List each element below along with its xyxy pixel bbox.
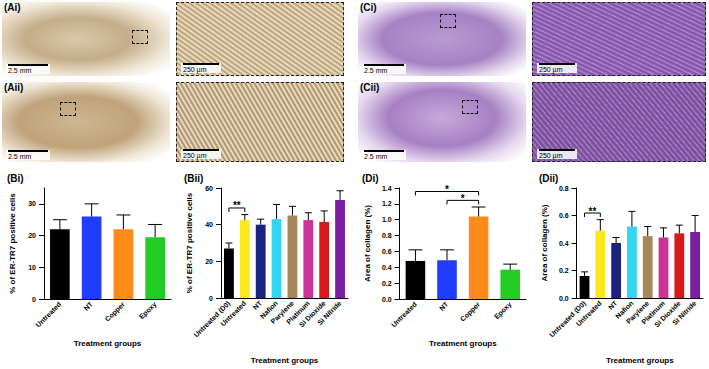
svg-text:Si Dioxide: Si Dioxide: [652, 299, 682, 329]
svg-text:Parylene: Parylene: [624, 299, 651, 326]
html-text:250 µm: 250 µm: [183, 152, 207, 159]
svg-text:Untreated: Untreated: [219, 300, 247, 328]
svg-text:0: 0: [32, 296, 36, 303]
svg-text:0.6: 0.6: [382, 248, 392, 255]
svg-text:*: *: [461, 193, 465, 204]
svg-text:0.0: 0.0: [559, 295, 569, 302]
html-text:(Cii): (Cii): [360, 82, 380, 93]
svg-text:20: 20: [205, 258, 213, 265]
svg-text:*: *: [445, 184, 449, 195]
svg-text:Epoxy: Epoxy: [138, 300, 159, 321]
svg-text:**: **: [589, 206, 597, 217]
svg-text:Treatment groups: Treatment groups: [606, 356, 674, 365]
svg-text:1.2: 1.2: [382, 200, 392, 207]
svg-text:Treatment groups: Treatment groups: [429, 339, 497, 348]
svg-text:Si Dioxide: Si Dioxide: [297, 299, 327, 329]
svg-text:Area of collagen (%): Area of collagen (%): [540, 204, 549, 281]
svg-text:0: 0: [209, 295, 213, 302]
svg-text:Area of collagen (%): Area of collagen (%): [363, 205, 372, 282]
svg-text:0.2: 0.2: [559, 267, 569, 274]
svg-text:(Di): (Di): [362, 173, 379, 184]
svg-text:NT: NT: [83, 300, 95, 312]
svg-text:0.4: 0.4: [382, 264, 392, 271]
svg-text:Copper: Copper: [459, 300, 482, 323]
svg-text:Untreated: Untreated: [575, 300, 603, 328]
svg-text:0.0: 0.0: [382, 296, 392, 303]
html-text:2.5 mm: 2.5 mm: [8, 67, 32, 74]
svg-text:0.8: 0.8: [559, 185, 569, 192]
svg-text:Treatment groups: Treatment groups: [251, 356, 319, 365]
svg-text:(Bii): (Bii): [184, 173, 203, 184]
svg-text:Si Nitride: Si Nitride: [671, 299, 698, 326]
svg-text:20: 20: [28, 232, 36, 239]
html-text:2.5 mm: 2.5 mm: [364, 153, 388, 160]
svg-text:Platinum: Platinum: [640, 299, 666, 326]
html-text:(Aii): (Aii): [4, 82, 24, 93]
svg-text:NT: NT: [607, 299, 619, 311]
svg-text:Untreated (D0): Untreated (D0): [548, 299, 587, 339]
html-text:2.5 mm: 2.5 mm: [8, 153, 32, 160]
svg-text:**: **: [233, 200, 241, 211]
html-text:2.5 mm: 2.5 mm: [364, 67, 388, 74]
html-text:250 µm: 250 µm: [183, 66, 207, 73]
svg-text:30: 30: [28, 200, 36, 207]
html-text:(Ci): (Ci): [360, 2, 377, 13]
svg-text:Parylene: Parylene: [269, 299, 295, 326]
svg-text:60: 60: [205, 185, 213, 192]
svg-text:0.6: 0.6: [559, 212, 569, 219]
svg-text:40: 40: [205, 221, 213, 228]
svg-text:Copper: Copper: [104, 300, 127, 323]
svg-text:Treatment groups: Treatment groups: [74, 339, 142, 348]
svg-text:10: 10: [28, 264, 36, 271]
svg-text:(Bi): (Bi): [7, 173, 24, 184]
svg-text:0.4: 0.4: [559, 240, 569, 247]
html-text:(Ai): (Ai): [4, 2, 21, 13]
svg-text:Untreated: Untreated: [390, 301, 418, 329]
svg-text:Nafion: Nafion: [614, 299, 635, 320]
html-text:250 µm: 250 µm: [539, 66, 563, 73]
svg-text:0.8: 0.8: [382, 232, 392, 239]
svg-text:(Dii): (Dii): [539, 173, 558, 184]
svg-text:Untreated (D0): Untreated (D0): [192, 299, 232, 339]
svg-text:0.2: 0.2: [382, 280, 392, 287]
svg-text:Platinum: Platinum: [285, 299, 311, 326]
svg-text:% of ER-TR7 positive cells: % of ER-TR7 positive cells: [8, 193, 17, 294]
svg-text:1.0: 1.0: [382, 216, 392, 223]
html-text:250 µm: 250 µm: [539, 152, 563, 159]
svg-text:NT: NT: [252, 299, 264, 311]
svg-text:Untreated: Untreated: [34, 301, 62, 329]
svg-text:% of ER-TR7 positive cells: % of ER-TR7 positive cells: [185, 192, 194, 293]
svg-text:1.4: 1.4: [382, 185, 392, 192]
svg-text:Si Nitride: Si Nitride: [316, 299, 343, 326]
svg-text:Epoxy: Epoxy: [493, 300, 514, 321]
svg-text:Nafion: Nafion: [258, 299, 279, 320]
svg-text:NT: NT: [438, 300, 450, 312]
